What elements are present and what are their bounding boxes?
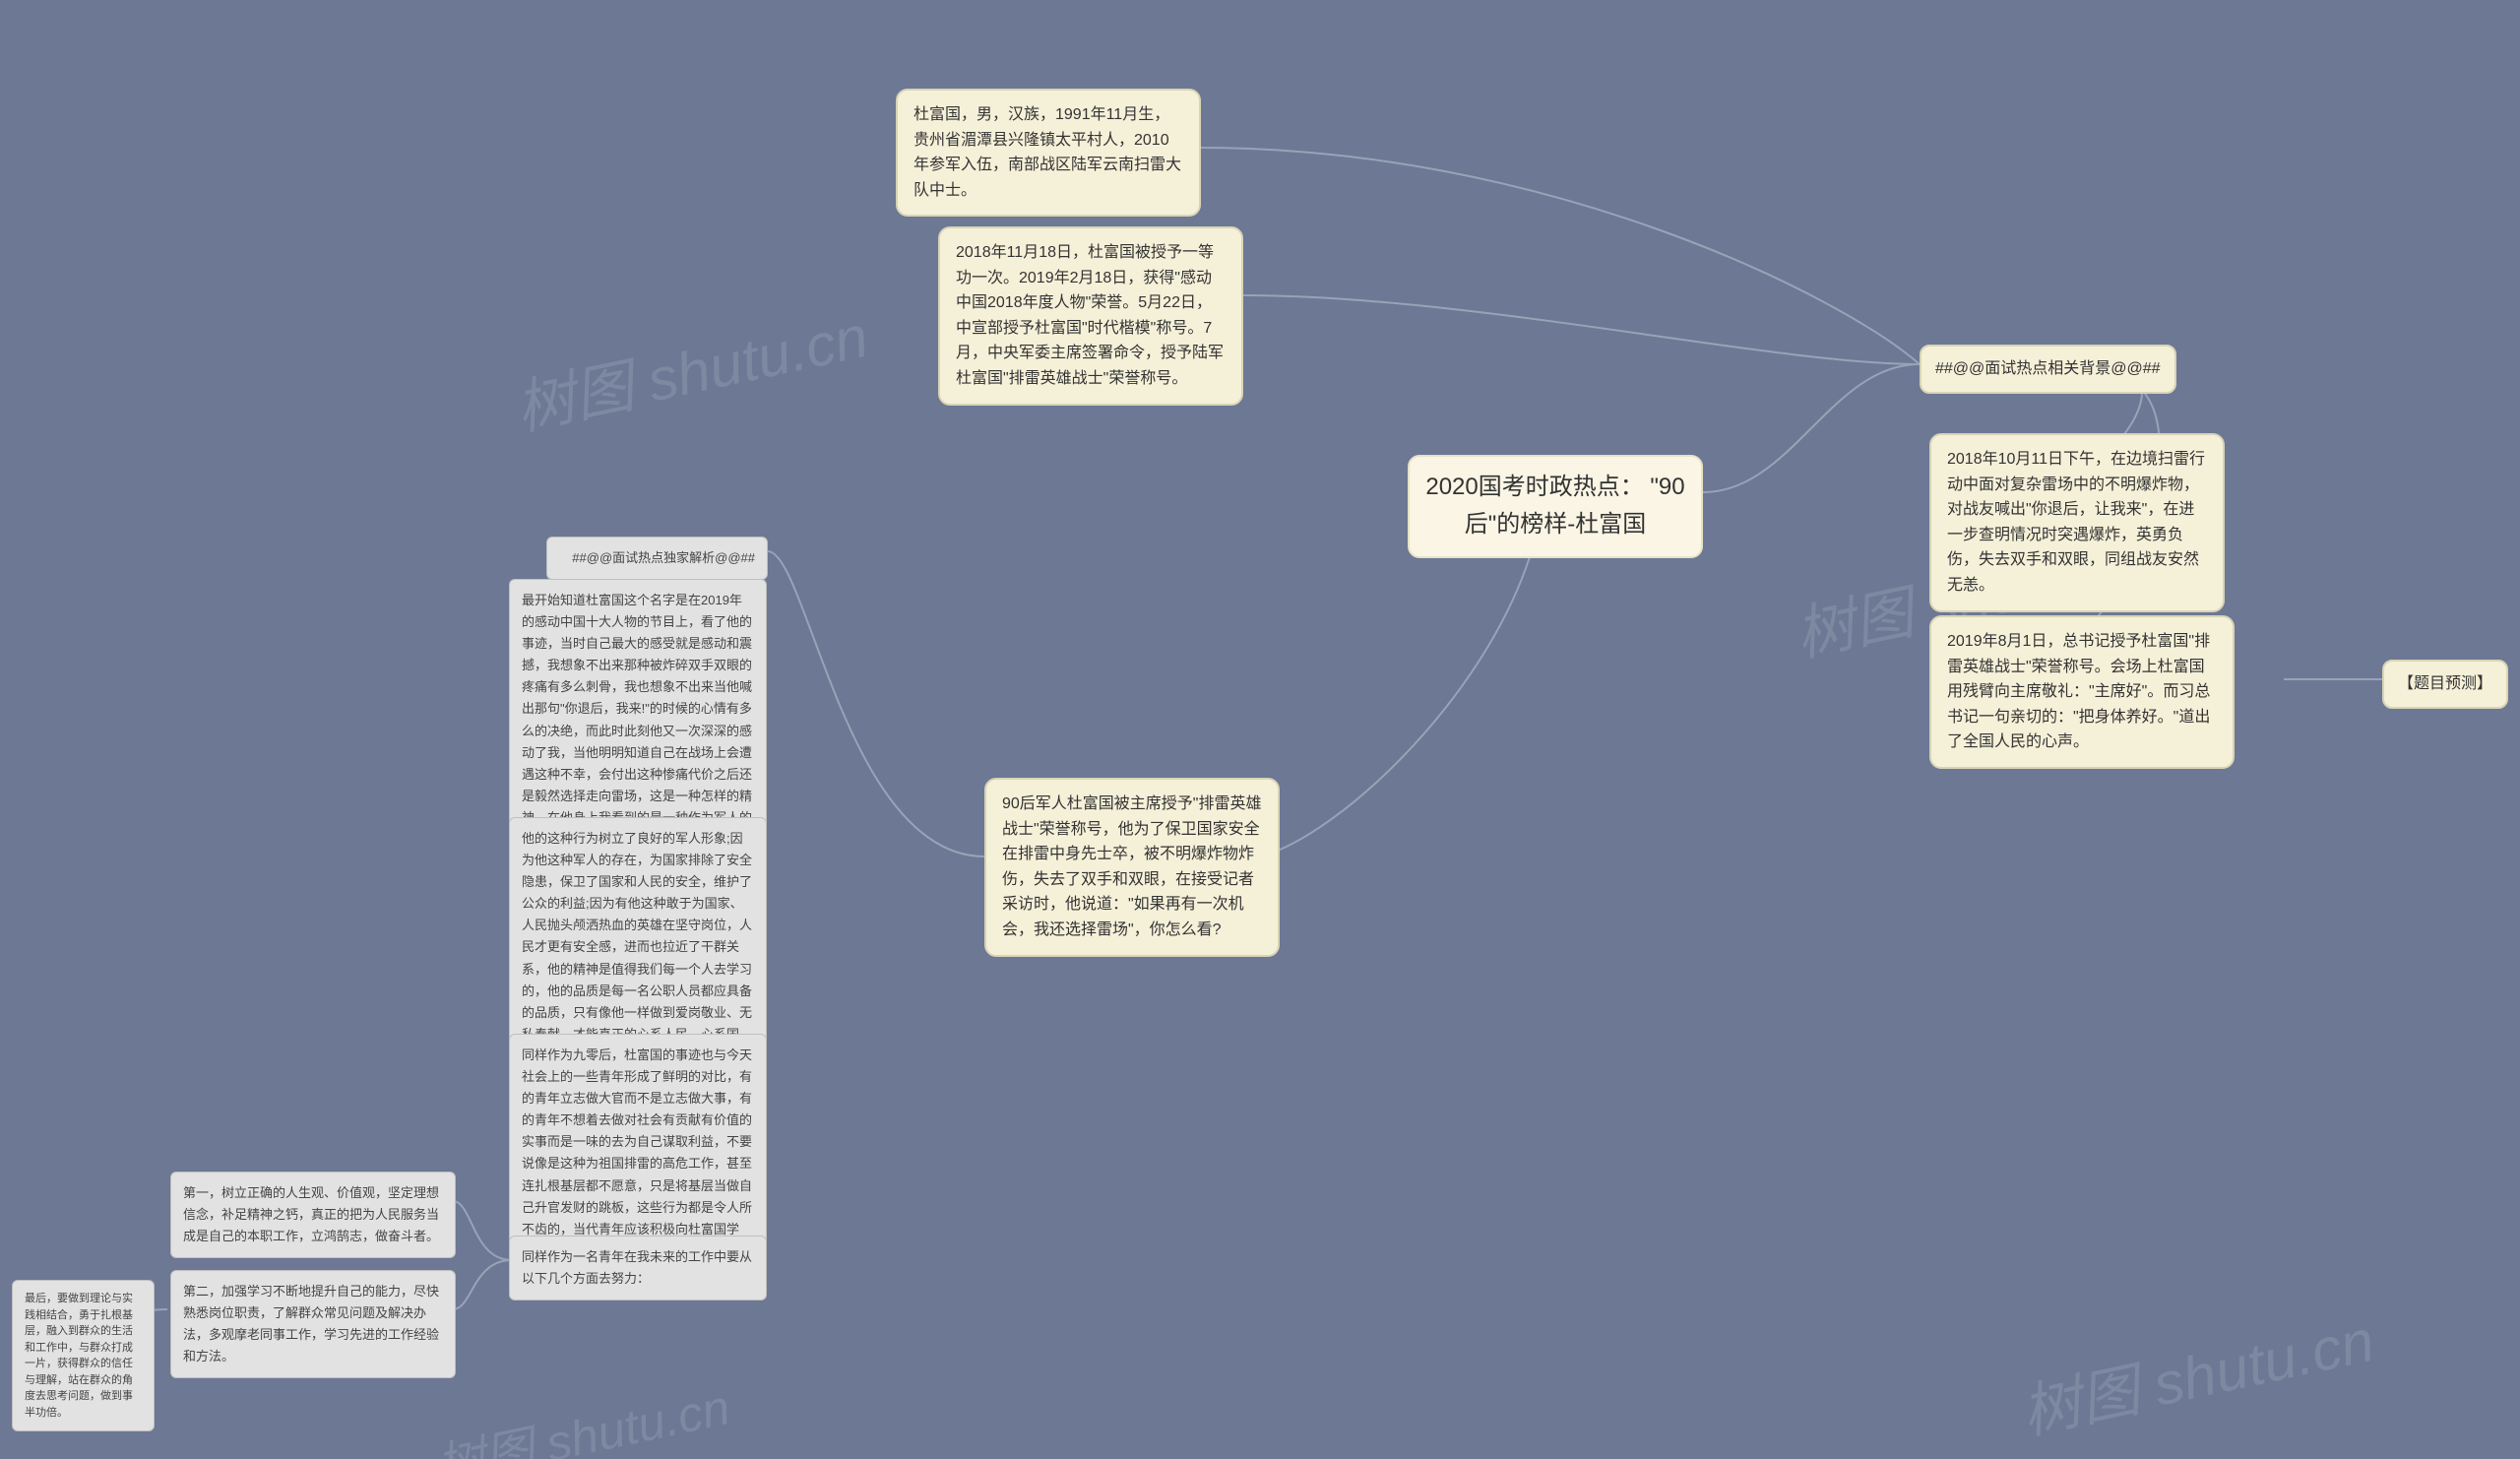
watermark: 树图 shutu.cn	[429, 1367, 735, 1459]
watermark: 树图 shutu.cn	[2013, 1293, 2381, 1451]
bg4-node: 2019年8月1日，总书记授予杜富国"排雷英雄战士"荣誉称号。会场上杜富国用残臂…	[1929, 615, 2235, 769]
bg3-node: 2018年10月11日下午，在边境扫雷行动中面对复杂雷场中的不明爆炸物，对战友喊…	[1929, 433, 2225, 612]
analysis-4: 同样作为一名青年在我未来的工作中要从以下几个方面去努力：	[509, 1236, 767, 1300]
analysis-4-2: 第二，加强学习不断地提升自己的能力，尽快熟悉岗位职责，了解群众常见问题及解决办法…	[170, 1270, 456, 1378]
watermark: 树图 shutu.cn	[507, 288, 875, 447]
analysis-4-1: 第一，树立正确的人生观、价值观，坚定理想信念，补足精神之钙，真正的把为人民服务当…	[170, 1172, 456, 1258]
root-node: 2020国考时政热点： "90后"的榜样-杜富国	[1408, 455, 1703, 558]
analysis-heading: ##@@面试热点独家解析@@##	[546, 537, 768, 580]
analysis-4-3: 最后，要做到理论与实践相结合，勇于扎根基层，融入到群众的生活和工作中，与群众打成…	[12, 1280, 155, 1431]
bg-heading: ##@@面试热点相关背景@@##	[1920, 345, 2176, 394]
bg1-node: 杜富国，男，汉族，1991年11月生，贵州省湄潭县兴隆镇太平村人，2010年参军…	[896, 89, 1201, 217]
prediction-label: 【题目预测】	[2382, 660, 2508, 709]
bg2-node: 2018年11月18日，杜富国被授予一等功一次。2019年2月18日，获得"感动…	[938, 226, 1243, 406]
question-node: 90后军人杜富国被主席授予"排雷英雄战士"荣誉称号，他为了保卫国家安全在排雷中身…	[984, 778, 1280, 957]
